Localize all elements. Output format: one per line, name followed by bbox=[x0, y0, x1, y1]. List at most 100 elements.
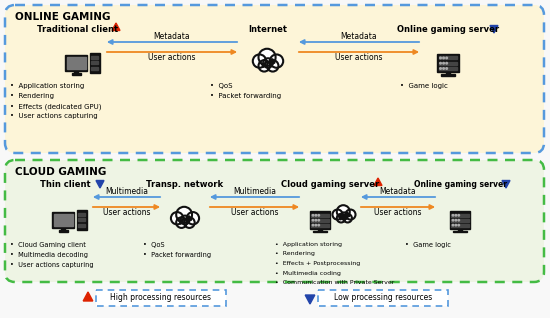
Text: Traditional client: Traditional client bbox=[37, 25, 119, 34]
Circle shape bbox=[312, 215, 314, 216]
Circle shape bbox=[458, 215, 459, 216]
Bar bbox=[311, 224, 328, 226]
Text: •  Application storing: • Application storing bbox=[275, 242, 342, 247]
Text: •  User actions capturing: • User actions capturing bbox=[10, 113, 98, 119]
Text: •  Game logic: • Game logic bbox=[400, 83, 448, 89]
Text: •  QoS: • QoS bbox=[210, 83, 233, 89]
Circle shape bbox=[440, 68, 441, 69]
Circle shape bbox=[440, 57, 441, 59]
Circle shape bbox=[455, 225, 456, 226]
Text: User actions: User actions bbox=[336, 53, 383, 62]
Text: •  Rendering: • Rendering bbox=[10, 93, 54, 99]
Circle shape bbox=[253, 54, 266, 68]
Bar bbox=[78, 218, 85, 221]
Circle shape bbox=[258, 49, 276, 66]
Bar bbox=[65, 55, 87, 71]
Polygon shape bbox=[502, 181, 510, 188]
Polygon shape bbox=[270, 59, 275, 63]
Polygon shape bbox=[261, 63, 266, 67]
FancyBboxPatch shape bbox=[5, 5, 544, 153]
Text: •  Game logic: • Game logic bbox=[405, 242, 451, 248]
Circle shape bbox=[176, 218, 187, 228]
Bar bbox=[54, 214, 73, 226]
Circle shape bbox=[267, 60, 278, 72]
Circle shape bbox=[443, 62, 444, 64]
Circle shape bbox=[455, 219, 456, 221]
Bar bbox=[91, 61, 98, 64]
FancyBboxPatch shape bbox=[318, 290, 448, 306]
Bar bbox=[91, 66, 98, 70]
Circle shape bbox=[446, 68, 448, 69]
Text: Transp. network: Transp. network bbox=[146, 180, 223, 189]
Text: •  Communication with Private Server: • Communication with Private Server bbox=[275, 280, 394, 285]
Bar bbox=[439, 67, 457, 70]
Bar bbox=[452, 224, 469, 226]
Bar bbox=[91, 56, 98, 59]
Circle shape bbox=[315, 215, 317, 216]
Polygon shape bbox=[178, 220, 183, 224]
FancyBboxPatch shape bbox=[96, 290, 226, 306]
Circle shape bbox=[452, 225, 454, 226]
Circle shape bbox=[446, 57, 448, 59]
Polygon shape bbox=[305, 295, 315, 304]
Circle shape bbox=[176, 207, 192, 223]
Text: •  Effects + Postprocessing: • Effects + Postprocessing bbox=[275, 261, 360, 266]
Circle shape bbox=[440, 62, 441, 64]
Bar bbox=[74, 71, 78, 73]
Circle shape bbox=[171, 212, 183, 225]
Bar bbox=[450, 211, 470, 229]
Text: User actions: User actions bbox=[103, 208, 150, 217]
Circle shape bbox=[333, 210, 343, 220]
Circle shape bbox=[318, 219, 320, 221]
Text: •  QoS: • QoS bbox=[143, 242, 164, 248]
Text: •  Rendering: • Rendering bbox=[275, 252, 315, 257]
Circle shape bbox=[184, 218, 195, 228]
Text: Multimedia: Multimedia bbox=[105, 187, 148, 196]
Text: Thin client: Thin client bbox=[40, 180, 90, 189]
Text: Metadata: Metadata bbox=[379, 187, 416, 196]
Text: ONLINE GAMING: ONLINE GAMING bbox=[15, 12, 111, 22]
Polygon shape bbox=[83, 292, 93, 301]
Bar bbox=[311, 219, 328, 222]
Bar bbox=[59, 230, 68, 232]
Circle shape bbox=[318, 225, 320, 226]
Bar bbox=[62, 228, 65, 230]
Bar bbox=[311, 214, 328, 217]
Bar bbox=[76, 210, 86, 230]
Text: User actions: User actions bbox=[148, 53, 196, 62]
Text: •  Multimedia decoding: • Multimedia decoding bbox=[10, 252, 88, 258]
Bar bbox=[67, 57, 86, 69]
Text: User actions: User actions bbox=[374, 208, 422, 217]
Bar bbox=[72, 73, 81, 75]
Bar bbox=[310, 211, 330, 229]
Polygon shape bbox=[345, 212, 350, 217]
Circle shape bbox=[312, 219, 314, 221]
Circle shape bbox=[458, 225, 459, 226]
Bar bbox=[52, 212, 74, 228]
Bar bbox=[439, 56, 457, 59]
Text: •  Multimedia coding: • Multimedia coding bbox=[275, 271, 341, 275]
Bar bbox=[314, 231, 327, 232]
Circle shape bbox=[315, 219, 317, 221]
Text: •  Packet forwarding: • Packet forwarding bbox=[210, 93, 281, 99]
FancyBboxPatch shape bbox=[5, 160, 544, 282]
Text: High processing resources: High processing resources bbox=[111, 294, 212, 302]
Polygon shape bbox=[187, 216, 191, 220]
Text: •  Application storing: • Application storing bbox=[10, 83, 84, 89]
Polygon shape bbox=[112, 23, 120, 31]
Text: •  Cloud Gaming client: • Cloud Gaming client bbox=[10, 242, 86, 248]
Circle shape bbox=[455, 215, 456, 216]
Bar bbox=[452, 219, 469, 222]
Text: User actions: User actions bbox=[231, 208, 278, 217]
Text: •  Packet forwarding: • Packet forwarding bbox=[143, 252, 211, 258]
Text: •  User actions capturing: • User actions capturing bbox=[10, 262, 94, 268]
Text: Metadata: Metadata bbox=[153, 32, 190, 41]
Text: Cloud gaming server: Cloud gaming server bbox=[281, 180, 379, 189]
Bar bbox=[439, 62, 457, 65]
Polygon shape bbox=[338, 216, 343, 220]
Text: Online gaming server: Online gaming server bbox=[397, 25, 499, 34]
Circle shape bbox=[452, 215, 454, 216]
Bar bbox=[441, 74, 455, 76]
Circle shape bbox=[343, 214, 352, 223]
Circle shape bbox=[270, 54, 283, 68]
